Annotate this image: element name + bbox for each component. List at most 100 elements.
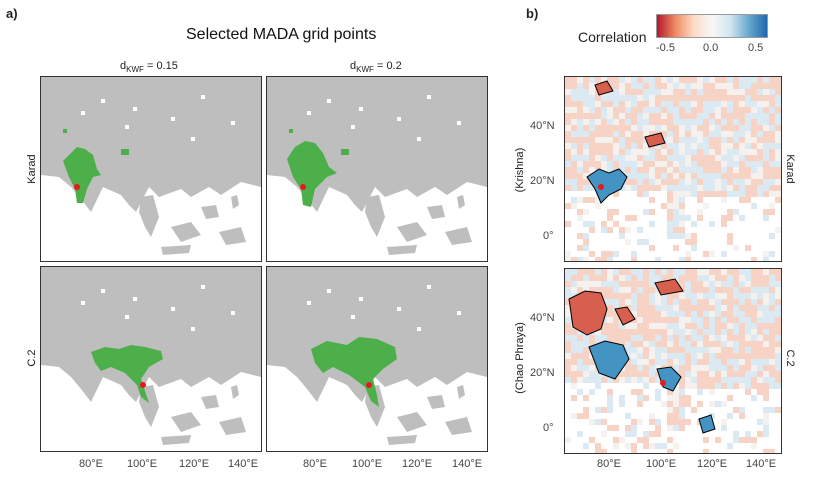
corr-cell [739,275,745,281]
corr-cell [769,161,775,167]
corr-cell [673,101,679,107]
corr-cell [637,269,643,275]
corr-cell [721,401,727,407]
corr-cell [757,167,763,173]
corr-cell [751,83,757,89]
corr-cell [775,341,781,347]
corr-cell [613,155,619,161]
corr-cell [721,137,727,143]
corr-cell [715,383,721,389]
corr-cell [745,179,751,185]
corr-cell [751,443,757,449]
corr-cell [739,413,745,419]
corr-cell [751,353,757,359]
corr-cell [673,425,679,431]
corr-cell [721,425,727,431]
corr-cell [757,269,763,275]
corr-cell [685,155,691,161]
corr-cell [757,101,763,107]
corr-cell [727,113,733,119]
corr-cell [775,329,781,335]
corr-cell [601,131,607,137]
corr-cell [571,281,577,287]
corr-cell [709,359,715,365]
corr-cell [625,425,631,431]
corr-cell [619,293,625,299]
corr-cell [619,167,625,173]
corr-cell [589,227,595,233]
corr-cell [673,179,679,185]
corr-cell [643,83,649,89]
corr-cell [739,113,745,119]
corr-cell [667,347,673,353]
corr-cell [775,119,781,125]
corr-cell [625,143,631,149]
corr-cell [769,143,775,149]
corr-cell [703,305,709,311]
corr-cell [667,233,673,239]
corr-cell [733,83,739,89]
corr-cell [721,359,727,365]
corr-cell [595,269,601,275]
corr-cell [607,227,613,233]
corr-cell [565,257,571,261]
left-label-chao-phraya: (Chao Phraya) [514,322,526,394]
corr-cell [721,179,727,185]
corr-cell [769,173,775,179]
corr-cell [643,179,649,185]
corr-cell [673,83,679,89]
corr-cell [685,191,691,197]
corr-cell [619,371,625,377]
corr-cell [619,437,625,443]
corr-cell [613,251,619,257]
corr-cell [667,101,673,107]
corr-cell [697,155,703,161]
strip-label-2: dKWF = 0.2 [350,60,402,75]
corr-cell [685,299,691,305]
corr-cell [727,311,733,317]
corr-cell [643,431,649,437]
corr-cell [763,383,769,389]
corr-cell [697,113,703,119]
corr-cell [619,233,625,239]
corr-cell [703,281,709,287]
corr-cell [685,395,691,401]
corr-cell [631,101,637,107]
corr-cell [625,431,631,437]
significant-negative-region [654,278,684,296]
map-a-karad-02 [266,76,488,262]
corr-cell [643,113,649,119]
corr-cell [769,203,775,209]
corr-cell [565,119,571,125]
corr-cell [697,299,703,305]
corr-cell [661,305,667,311]
corr-cell [607,299,613,305]
corr-cell [697,353,703,359]
corr-cell [673,353,679,359]
corr-cell [691,173,697,179]
corr-cell [733,371,739,377]
corr-cell [589,155,595,161]
corr-cell [643,239,649,245]
corr-cell [775,173,781,179]
corr-cell [697,305,703,311]
corr-cell [715,437,721,443]
corr-cell [763,185,769,191]
corr-cell [655,107,661,113]
corr-cell [655,305,661,311]
corr-cell [733,383,739,389]
corr-cell [637,317,643,323]
corr-cell [679,215,685,221]
corr-cell [655,95,661,101]
corr-cell [691,239,697,245]
corr-cell [691,377,697,383]
corr-cell [733,191,739,197]
corr-cell [727,179,733,185]
corr-cell [769,329,775,335]
selected-grid-points [341,149,349,155]
corr-cell [745,101,751,107]
corr-cell [757,389,763,395]
corr-cell [661,317,667,323]
corr-cell [595,101,601,107]
corr-cell [637,191,643,197]
